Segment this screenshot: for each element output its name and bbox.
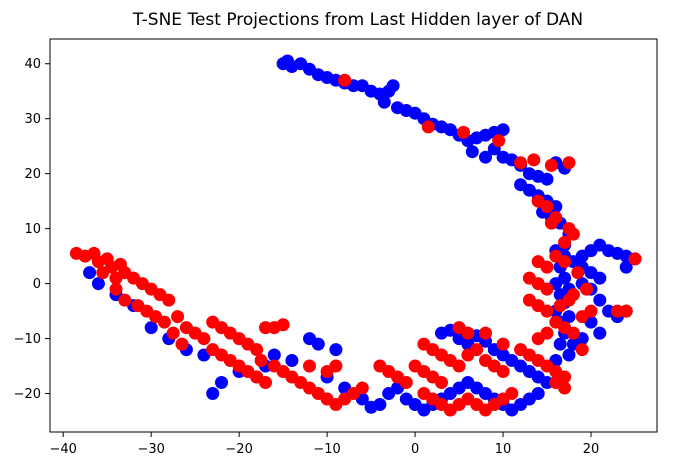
- scatter-point: [254, 354, 268, 367]
- x-tick-label: −20: [225, 442, 252, 457]
- scatter-point: [285, 354, 299, 367]
- y-tick-label: 20: [24, 167, 41, 182]
- scatter-point: [479, 150, 492, 164]
- scatter-point: [496, 365, 510, 378]
- scatter-point: [492, 134, 506, 148]
- scatter-point: [303, 359, 316, 373]
- scatter-point: [514, 156, 528, 170]
- scatter-point: [566, 326, 580, 340]
- scatter-point: [549, 249, 563, 263]
- scatter-point: [377, 95, 391, 109]
- scatter-point: [531, 332, 545, 346]
- scatter-point: [540, 172, 554, 186]
- scatter-point: [571, 266, 585, 280]
- scatter-point: [540, 304, 554, 318]
- y-tick-label: 10: [24, 222, 41, 237]
- scatter-point: [540, 260, 554, 274]
- scatter-point: [311, 337, 325, 351]
- y-tick-label: 0: [33, 277, 41, 292]
- scatter-point: [197, 332, 211, 346]
- scatter-point: [593, 271, 607, 285]
- scatter-point: [421, 120, 435, 134]
- scatter-point: [171, 310, 185, 324]
- scatter-point: [329, 359, 343, 373]
- scatter-point: [386, 79, 400, 93]
- scatter-point: [215, 376, 228, 389]
- scatter-point: [329, 343, 343, 357]
- scatter-point: [593, 293, 607, 307]
- scatter-point: [250, 343, 264, 357]
- scatter-point: [83, 266, 97, 280]
- scatter-point: [566, 288, 580, 302]
- scatter-point: [593, 326, 607, 340]
- scatter-point: [566, 227, 580, 241]
- x-tick-label: 0: [411, 442, 419, 457]
- scatter-point: [435, 376, 448, 389]
- scatter-point: [540, 282, 554, 296]
- scatter-point: [96, 266, 110, 280]
- y-tick-label: −10: [14, 332, 41, 347]
- x-tick-label: 20: [583, 442, 600, 457]
- scatter-point: [544, 158, 558, 172]
- y-tick-label: 30: [24, 112, 41, 127]
- scatter-point: [531, 387, 545, 400]
- scatter-point: [496, 337, 510, 351]
- scatter-point: [157, 315, 171, 329]
- scatter-point: [457, 125, 470, 139]
- scatter-point: [355, 381, 369, 395]
- scatter-point: [496, 123, 510, 137]
- scatter-point: [109, 282, 123, 296]
- scatter-point: [562, 156, 576, 170]
- scatter-point: [206, 387, 220, 400]
- scatter-point: [580, 282, 594, 296]
- x-tick-label: −40: [49, 442, 76, 457]
- scatter-point: [558, 235, 572, 249]
- chart-title: T-SNE Test Projections from Last Hidden …: [132, 10, 583, 30]
- scatter-point: [373, 398, 387, 411]
- x-tick-label: −30: [137, 442, 164, 457]
- scatter-point: [162, 293, 176, 307]
- scatter-point: [619, 304, 633, 318]
- scatter-points: [69, 54, 642, 417]
- scatter-point: [549, 211, 563, 225]
- scatter-point: [479, 326, 492, 340]
- scatter-point: [465, 145, 479, 159]
- scatter-point: [259, 376, 272, 389]
- scatter-point: [166, 326, 180, 340]
- y-axis: −20 −10 0 10 20 30 40: [14, 57, 50, 402]
- scatter-point: [558, 381, 572, 395]
- scatter-point: [118, 293, 132, 307]
- scatter-point: [144, 321, 158, 335]
- scatter-point: [276, 318, 290, 332]
- y-tick-label: −20: [14, 387, 41, 402]
- scatter-point: [267, 348, 281, 362]
- scatter-point: [461, 326, 475, 340]
- scatter-point: [562, 348, 576, 362]
- scatter-point: [527, 153, 541, 167]
- scatter-point: [338, 73, 352, 87]
- x-tick-label: −10: [313, 442, 340, 457]
- scatter-point: [175, 337, 189, 351]
- scatter-point: [470, 343, 484, 357]
- plot-frame: [49, 38, 658, 433]
- scatter-point: [399, 376, 413, 389]
- scatter-point: [628, 252, 642, 266]
- scatter-point: [505, 387, 519, 400]
- scatter-point: [553, 337, 567, 351]
- scatter-point: [619, 260, 633, 274]
- scatter-point: [91, 277, 105, 291]
- x-axis: −40 −30 −20 −10 0 10 20: [49, 432, 599, 457]
- scatter-point: [540, 200, 554, 214]
- y-tick-label: 40: [24, 57, 41, 72]
- x-tick-label: 10: [495, 442, 512, 457]
- scatter-point: [452, 359, 466, 373]
- scatter-point: [575, 343, 589, 357]
- scatter-point: [531, 370, 545, 384]
- scatter-point: [584, 304, 598, 318]
